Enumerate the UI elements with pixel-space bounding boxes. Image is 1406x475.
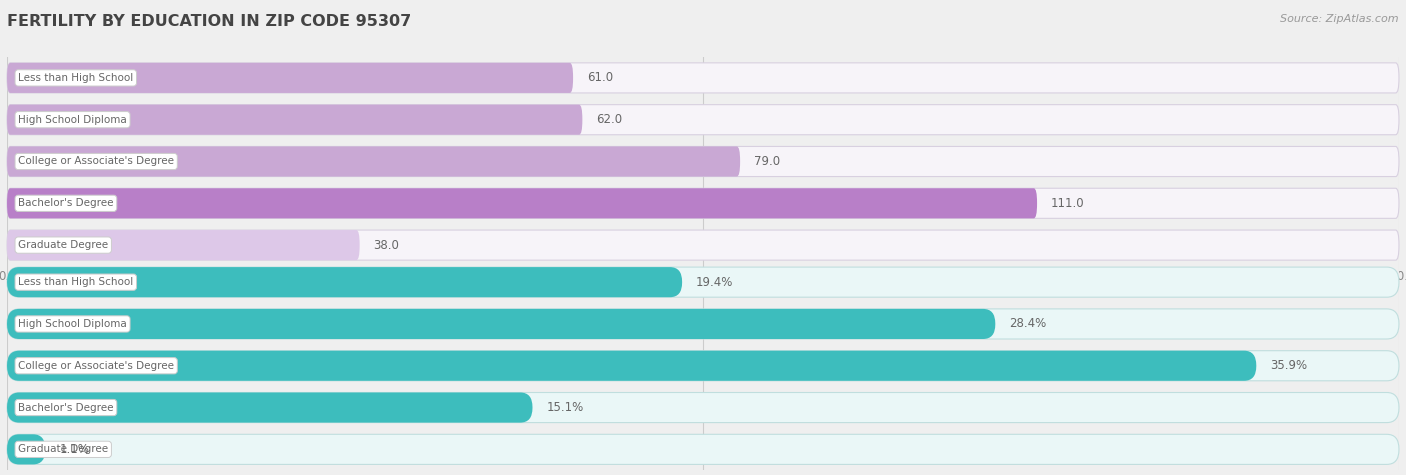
Text: College or Associate's Degree: College or Associate's Degree — [18, 156, 174, 167]
Text: 61.0: 61.0 — [588, 71, 613, 85]
FancyBboxPatch shape — [7, 434, 1399, 465]
FancyBboxPatch shape — [7, 392, 533, 423]
Text: Graduate Degree: Graduate Degree — [18, 444, 108, 455]
FancyBboxPatch shape — [7, 146, 740, 177]
FancyBboxPatch shape — [7, 230, 360, 260]
Text: 19.4%: 19.4% — [696, 276, 734, 289]
FancyBboxPatch shape — [7, 146, 1399, 177]
Text: 79.0: 79.0 — [754, 155, 780, 168]
Text: 28.4%: 28.4% — [1010, 317, 1046, 331]
FancyBboxPatch shape — [7, 104, 582, 135]
FancyBboxPatch shape — [7, 351, 1399, 381]
Text: Source: ZipAtlas.com: Source: ZipAtlas.com — [1281, 14, 1399, 24]
Text: 62.0: 62.0 — [596, 113, 623, 126]
Text: Bachelor's Degree: Bachelor's Degree — [18, 402, 114, 413]
FancyBboxPatch shape — [7, 188, 1038, 219]
Text: Less than High School: Less than High School — [18, 277, 134, 287]
FancyBboxPatch shape — [7, 267, 1399, 297]
FancyBboxPatch shape — [7, 434, 45, 465]
FancyBboxPatch shape — [7, 309, 995, 339]
FancyBboxPatch shape — [7, 267, 682, 297]
FancyBboxPatch shape — [7, 104, 1399, 135]
Text: 38.0: 38.0 — [374, 238, 399, 252]
FancyBboxPatch shape — [7, 351, 1257, 381]
Text: 15.1%: 15.1% — [547, 401, 583, 414]
Text: High School Diploma: High School Diploma — [18, 319, 127, 329]
FancyBboxPatch shape — [7, 309, 1399, 339]
FancyBboxPatch shape — [7, 230, 1399, 260]
Text: 1.1%: 1.1% — [59, 443, 89, 456]
FancyBboxPatch shape — [7, 63, 574, 93]
Text: Graduate Degree: Graduate Degree — [18, 240, 108, 250]
Text: High School Diploma: High School Diploma — [18, 114, 127, 125]
Text: Bachelor's Degree: Bachelor's Degree — [18, 198, 114, 209]
Text: 111.0: 111.0 — [1050, 197, 1084, 210]
FancyBboxPatch shape — [7, 188, 1399, 219]
Text: Less than High School: Less than High School — [18, 73, 134, 83]
Text: 35.9%: 35.9% — [1270, 359, 1308, 372]
FancyBboxPatch shape — [7, 392, 1399, 423]
Text: College or Associate's Degree: College or Associate's Degree — [18, 361, 174, 371]
Text: FERTILITY BY EDUCATION IN ZIP CODE 95307: FERTILITY BY EDUCATION IN ZIP CODE 95307 — [7, 14, 412, 29]
FancyBboxPatch shape — [7, 63, 1399, 93]
